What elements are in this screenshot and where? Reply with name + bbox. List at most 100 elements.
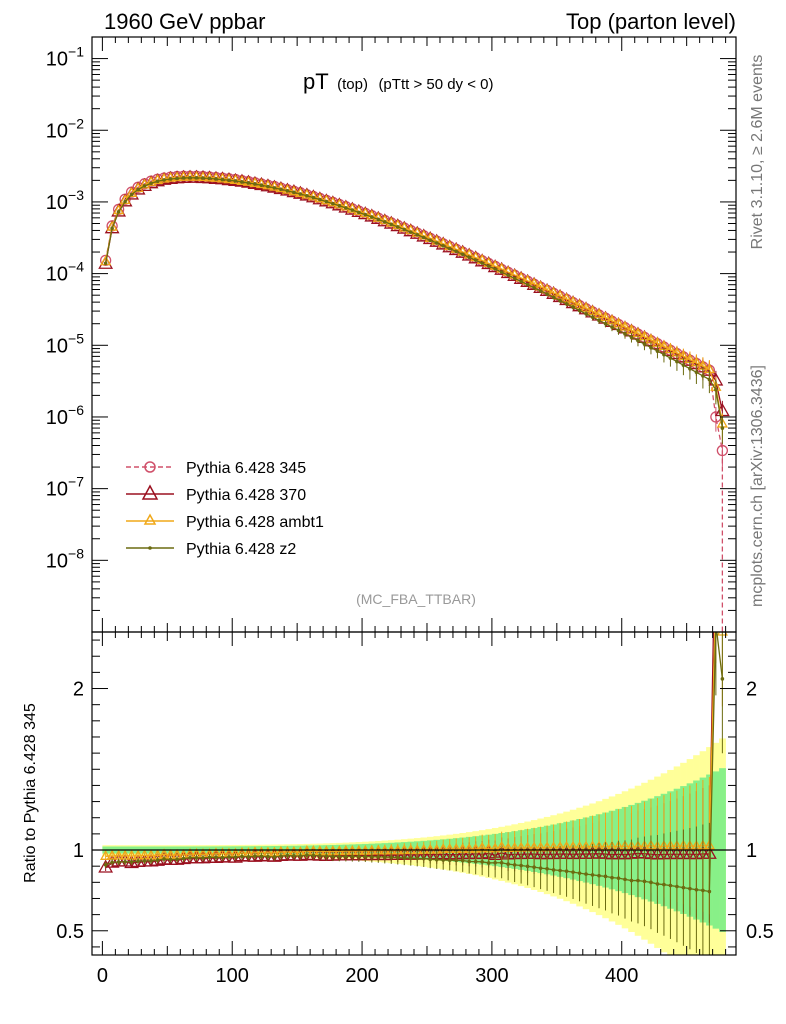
ratio-point: [415, 856, 420, 861]
data-point: [395, 225, 400, 229]
ratio-point: [214, 855, 218, 860]
ratio-point: [376, 855, 381, 859]
data-point: [145, 175, 157, 186]
ratio-y-tick-label-right: 0.5: [746, 921, 774, 943]
data-point: [203, 171, 216, 182]
header-right: Top (parton level): [566, 9, 736, 34]
ratio-point: [668, 883, 673, 888]
data-point: [103, 261, 108, 266]
data-point: [214, 177, 218, 181]
data-point: [207, 176, 212, 181]
ratio-point: [103, 863, 108, 867]
data-point: [151, 174, 164, 185]
ratio-point: [389, 855, 394, 860]
legend-label-z2: Pythia 6.428 z2: [186, 541, 296, 558]
source-label: mcplots.cern.ch [arXiv:1306.3436]: [749, 365, 766, 607]
ratio-point: [324, 854, 329, 858]
data-point: [584, 311, 588, 316]
ratio-point: [259, 854, 264, 859]
data-point: [629, 335, 634, 340]
data-point: [720, 426, 725, 430]
data-point: [454, 249, 458, 254]
ratio-point: [720, 677, 725, 681]
title-cut: (pTtt > 50 dy < 0): [378, 76, 493, 93]
data-point: [532, 285, 536, 290]
ratio-point: [194, 855, 199, 860]
ratio-point: [370, 855, 374, 859]
ratio-point: [558, 868, 562, 873]
data-point: [402, 227, 407, 232]
ratio-point: [662, 882, 666, 887]
legend-item-z2: Pythia 6.428 z2: [126, 541, 296, 558]
ratio-point: [441, 858, 446, 862]
data-point: [551, 295, 556, 300]
ratio-point: [106, 849, 118, 860]
data-point: [590, 315, 595, 319]
data-point: [577, 308, 582, 313]
x-tick-label: 400: [605, 965, 638, 987]
ratio-point: [616, 876, 621, 880]
ratio-point: [590, 873, 595, 877]
ratio-point: [467, 859, 471, 864]
data-point: [346, 202, 358, 213]
data-point: [240, 180, 244, 184]
data-point: [519, 279, 523, 284]
ratio-point: [149, 859, 153, 863]
ratio-point: [577, 871, 582, 875]
ratio-point: [655, 882, 660, 886]
ratio-ylabel: Ratio to Pythia 6.428 345: [22, 703, 39, 883]
ratio-point: [155, 858, 160, 862]
data-point: [164, 171, 177, 182]
ratio-point: [311, 853, 316, 858]
data-point: [586, 304, 599, 315]
plot-title: pT (top) (pTtt > 50 dy < 0): [303, 69, 494, 94]
data-point: [227, 178, 231, 183]
data-point: [636, 338, 640, 343]
data-point: [337, 203, 342, 208]
legend-label-370: Pythia 6.428 370: [186, 487, 306, 504]
ratio-point: [571, 870, 575, 874]
legend-item-370: Pythia 6.428 370: [126, 484, 306, 504]
data-point: [564, 302, 569, 306]
ratio-point: [357, 854, 361, 859]
data-point: [333, 198, 345, 209]
data-point: [480, 261, 484, 265]
analysis-tag: (MC_FBA_TTBAR): [356, 591, 476, 607]
ratio-point: [486, 861, 491, 865]
ratio-point: [266, 854, 270, 859]
data-point: [281, 183, 294, 194]
data-point: [376, 217, 381, 222]
data-point: [366, 209, 378, 220]
legend-item-345: Pythia 6.428 345: [126, 460, 306, 477]
title-sub: (top): [337, 76, 368, 93]
data-point: [253, 182, 257, 186]
data-point: [294, 186, 307, 197]
data-point: [285, 188, 290, 193]
ratio-point: [116, 860, 121, 864]
ratio-point: [136, 859, 140, 863]
ratio-point: [681, 885, 686, 890]
legend: Pythia 6.428 345 Pythia 6.428 370 Pythia…: [126, 460, 324, 558]
data-point: [229, 174, 242, 185]
data-point: [655, 349, 660, 353]
data-point: [372, 211, 384, 222]
data-point: [597, 318, 601, 323]
data-point: [441, 244, 446, 248]
ratio-point: [201, 856, 205, 860]
data-point: [197, 171, 209, 182]
ratio-point: [454, 858, 458, 863]
data-point: [220, 177, 225, 182]
data-point: [255, 178, 268, 189]
data-point: [123, 199, 127, 204]
ratio-point: [337, 854, 342, 859]
data-point: [408, 230, 413, 234]
y-tick-label: 10−6: [46, 402, 84, 429]
data-point: [259, 183, 264, 188]
ratio-point: [363, 854, 368, 859]
y-tick-label: 10−1: [46, 44, 84, 71]
data-point: [272, 186, 277, 190]
data-point: [623, 332, 627, 336]
data-point: [110, 226, 114, 231]
y-tick-label: 10−4: [46, 259, 84, 286]
ratio-point: [240, 854, 244, 859]
